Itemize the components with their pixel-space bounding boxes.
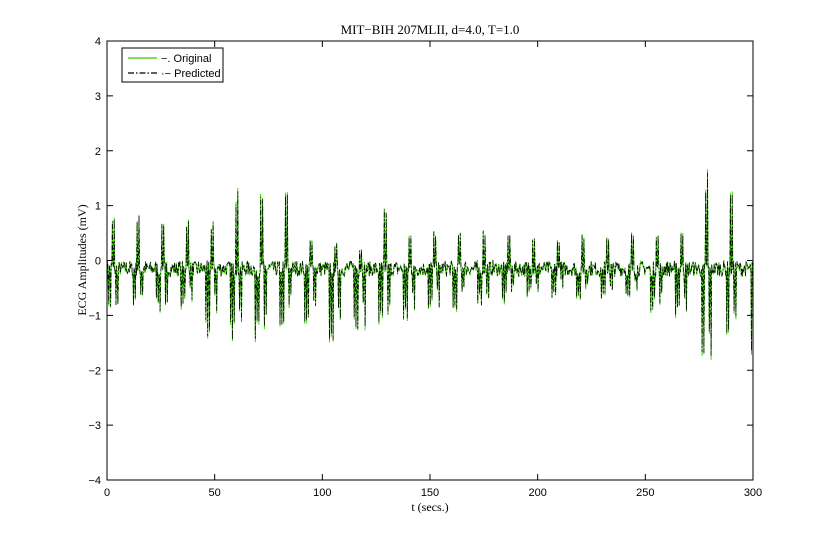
x-tick-label: 150 [421,487,439,499]
y-tick-label: 1 [95,201,101,213]
legend: −. Original ·− Predicted [122,48,223,82]
y-tick-label: −2 [88,365,101,377]
x-tick-label: 200 [528,487,546,499]
x-tick-label: 100 [313,487,331,499]
x-tick-label: 0 [104,487,110,499]
legend-label-predicted: ·− Predicted [161,68,221,80]
y-tick-label: 2 [95,146,101,158]
y-tick-label: 3 [95,91,101,103]
x-tick-label: 50 [209,487,221,499]
y-tick-label: −3 [88,420,101,432]
legend-label-original: −. Original [161,53,211,65]
chart-title: MIT−BIH 207MLII, d=4.0, T=1.0 [341,22,520,37]
x-tick-label: 300 [744,487,762,499]
y-tick-label: 4 [95,36,101,48]
y-tick-label: −1 [88,310,101,322]
y-axis-label: ECG Amplitudes (mV) [75,204,89,315]
x-tick-label: 250 [636,487,654,499]
y-tick-label: −4 [88,475,101,487]
y-tick-label: 0 [95,256,101,268]
x-axis-label: t (secs.) [411,500,448,514]
